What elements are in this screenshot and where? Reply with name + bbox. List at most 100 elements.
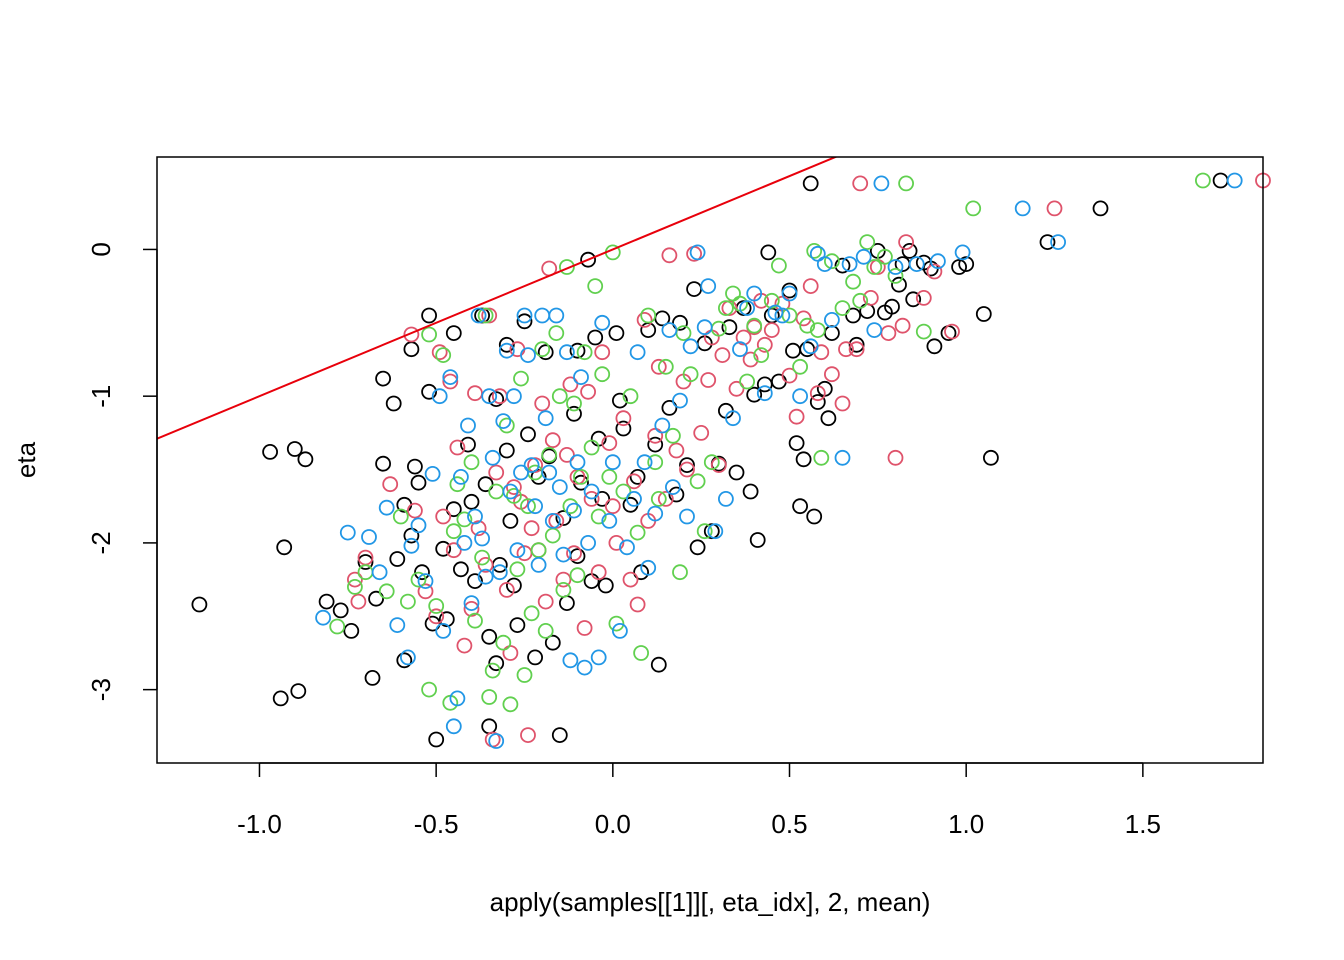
data-point <box>544 513 561 529</box>
data-point <box>541 446 558 463</box>
data-point <box>477 568 494 585</box>
data-point <box>431 344 448 361</box>
data-point <box>718 300 734 317</box>
data-point <box>551 479 568 496</box>
points-layer <box>191 172 1271 749</box>
x-tick-label: 0.0 <box>595 809 631 839</box>
data-point <box>884 298 900 315</box>
data-point <box>696 523 713 540</box>
data-point <box>1226 172 1243 189</box>
data-point <box>887 259 904 275</box>
data-point <box>502 696 519 713</box>
data-point <box>693 424 710 441</box>
x-tick-label: 1.5 <box>1125 809 1161 839</box>
data-point <box>445 325 462 342</box>
data-point <box>834 395 851 412</box>
data-point <box>590 508 607 525</box>
data-point <box>615 410 632 427</box>
data-point <box>629 344 646 361</box>
data-point <box>262 443 279 460</box>
data-point <box>491 564 508 581</box>
y-axis: -3 -2 -1 0 <box>86 242 158 701</box>
data-point <box>665 479 681 496</box>
data-point <box>813 344 830 361</box>
data-point <box>573 468 589 485</box>
data-point <box>781 367 798 384</box>
data-point <box>477 307 494 324</box>
data-point <box>467 385 483 402</box>
data-point <box>566 405 582 422</box>
data-point <box>1092 200 1109 217</box>
data-point <box>590 649 607 666</box>
data-point <box>880 325 897 342</box>
data-point <box>375 370 392 387</box>
data-point <box>636 454 653 471</box>
data-point <box>604 454 621 471</box>
data-point <box>834 449 851 466</box>
data-point <box>622 388 639 405</box>
data-point <box>428 598 445 614</box>
data-point <box>506 479 522 496</box>
data-point <box>481 628 498 645</box>
data-point <box>435 347 452 364</box>
data-point <box>679 508 695 525</box>
data-point <box>668 442 685 459</box>
data-point <box>403 326 420 343</box>
data-point <box>728 380 745 397</box>
data-point <box>421 383 438 400</box>
data-point <box>877 248 893 265</box>
data-point <box>583 490 600 507</box>
data-point <box>576 344 593 361</box>
data-point <box>657 358 674 375</box>
data-point <box>774 307 791 324</box>
y-tick-label: -2 <box>86 531 116 554</box>
data-point <box>463 595 480 611</box>
data-point <box>809 385 826 402</box>
data-point <box>633 645 649 661</box>
data-point <box>537 593 554 610</box>
data-point <box>488 733 505 749</box>
data-point <box>509 542 526 559</box>
data-point <box>467 508 483 525</box>
data-point <box>587 329 604 346</box>
data-point <box>495 634 512 651</box>
data-point <box>350 593 367 610</box>
data-point <box>428 731 445 748</box>
data-point <box>746 317 763 334</box>
data-point <box>930 253 946 270</box>
data-point <box>580 383 596 400</box>
data-point <box>689 244 706 261</box>
data-point <box>735 300 752 317</box>
data-point <box>725 285 741 302</box>
data-point <box>488 655 505 672</box>
y-tick-label: -1 <box>86 385 116 408</box>
data-point <box>601 513 618 529</box>
data-point <box>566 395 582 412</box>
series-4 <box>315 172 1243 749</box>
data-point <box>410 571 427 588</box>
data-point <box>488 391 505 408</box>
data-point <box>371 564 388 581</box>
data-point <box>562 376 579 393</box>
data-point <box>467 573 483 589</box>
data-point <box>364 670 381 686</box>
data-point <box>576 620 593 636</box>
data-point <box>806 242 823 259</box>
data-point <box>608 615 625 632</box>
data-point <box>756 336 773 353</box>
data-point <box>696 319 713 336</box>
data-point <box>746 386 763 403</box>
data-point <box>721 319 738 336</box>
data-point <box>647 505 664 522</box>
data-point <box>901 242 918 259</box>
data-point <box>534 307 551 324</box>
data-point <box>559 595 575 611</box>
data-point <box>442 369 459 386</box>
data-point <box>537 344 554 361</box>
data-point <box>389 617 406 633</box>
data-point <box>661 247 678 264</box>
data-point <box>824 253 840 270</box>
data-point <box>520 498 536 515</box>
data-point <box>682 366 699 383</box>
data-point <box>463 493 480 510</box>
